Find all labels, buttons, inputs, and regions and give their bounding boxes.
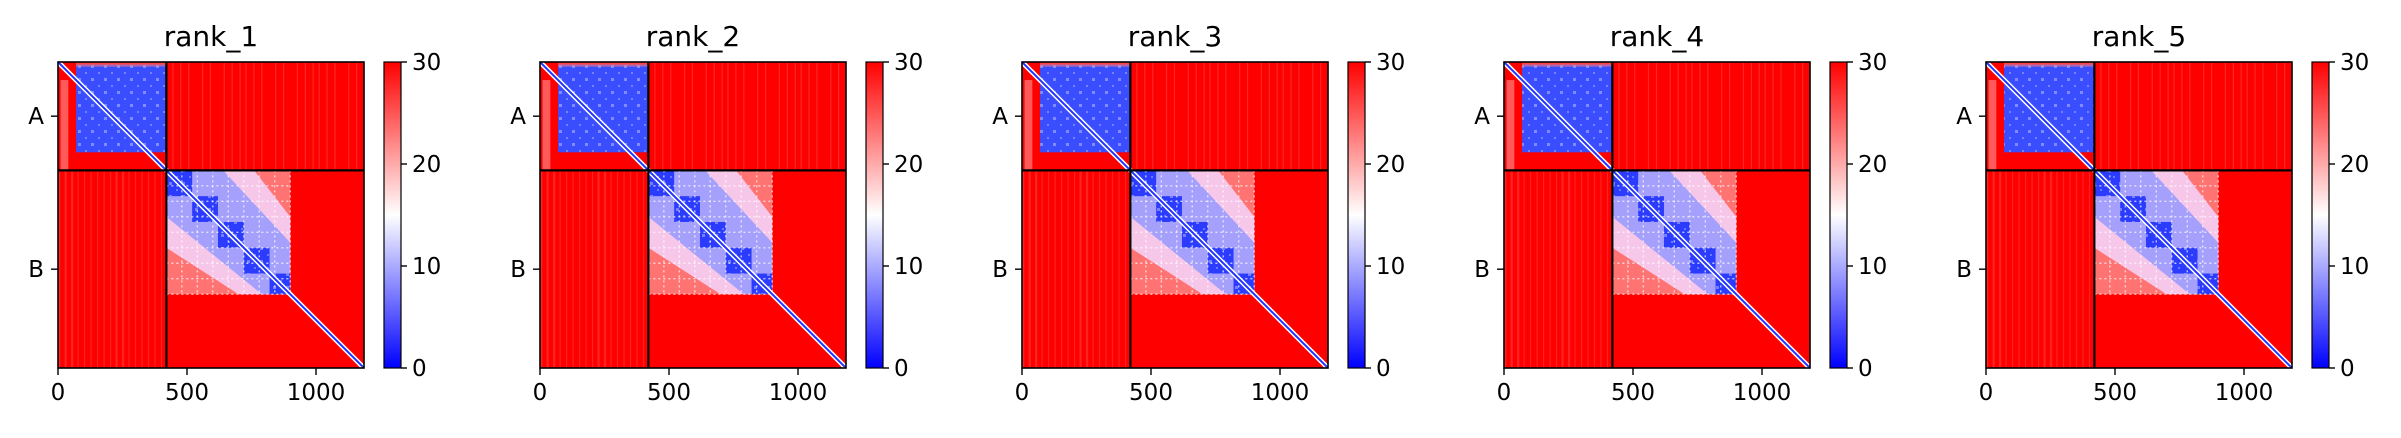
x-tick-label: 1000 xyxy=(287,380,346,406)
y-tick-label: B xyxy=(510,257,526,283)
y-tick-label: B xyxy=(1956,257,1972,283)
colorbar xyxy=(1347,61,1366,369)
x-tick-label: 500 xyxy=(1129,380,1173,406)
panel-title: rank_4 xyxy=(1610,20,1704,53)
x-tick-label: 500 xyxy=(647,380,691,406)
colorbar-tick-label: 0 xyxy=(1376,356,1391,382)
colorbar-tick-label: 30 xyxy=(894,50,923,76)
y-tick-label: A xyxy=(1956,104,1972,130)
colorbar-tick-label: 10 xyxy=(1376,254,1405,280)
panel-title: rank_3 xyxy=(1128,20,1222,53)
colorbar-tick-label: 20 xyxy=(1376,152,1405,178)
heatmap-panel-2: rank_2 0 500 1000 A B 0 10 20 30 xyxy=(510,20,923,406)
y-tick-label: A xyxy=(510,104,526,130)
heatmap-panel-5: rank_5 0 500 1000 A B 0 10 20 30 xyxy=(1956,20,2369,406)
colorbar xyxy=(2311,61,2330,369)
x-tick-label: 1000 xyxy=(1251,380,1310,406)
x-tick-label: 0 xyxy=(1015,380,1030,406)
colorbar-tick-label: 0 xyxy=(2340,356,2355,382)
y-tick-label: A xyxy=(28,104,44,130)
colorbar xyxy=(383,61,402,369)
x-tick-label: 1000 xyxy=(2215,380,2274,406)
x-tick-label: 1000 xyxy=(1733,380,1792,406)
x-tick-label: 0 xyxy=(1497,380,1512,406)
colorbar-tick-label: 30 xyxy=(1858,50,1887,76)
x-tick-label: 0 xyxy=(51,380,66,406)
colorbar-tick-label: 0 xyxy=(412,356,427,382)
colorbar xyxy=(865,61,884,369)
colorbar xyxy=(1829,61,1848,369)
colorbar-tick-label: 30 xyxy=(412,50,441,76)
colorbar-tick-label: 20 xyxy=(894,152,923,178)
colorbar-tick-label: 10 xyxy=(894,254,923,280)
colorbar-tick-label: 10 xyxy=(1858,254,1887,280)
panel-title: rank_2 xyxy=(646,20,740,53)
colorbar-tick-label: 30 xyxy=(1376,50,1405,76)
x-tick-label: 0 xyxy=(1979,380,1994,406)
heatmap-panel-3: rank_3 0 500 1000 A B 0 10 20 30 xyxy=(992,20,1405,406)
x-tick-label: 500 xyxy=(2093,380,2137,406)
heatmap-panel-1: rank_1 0 500 1000 A B 0 10 20 30 xyxy=(28,20,441,406)
y-tick-label: B xyxy=(992,257,1008,283)
colorbar-tick-label: 20 xyxy=(1858,152,1887,178)
colorbar-tick-label: 0 xyxy=(1858,356,1873,382)
x-tick-label: 1000 xyxy=(769,380,828,406)
panel-title: rank_1 xyxy=(164,20,258,53)
x-tick-label: 500 xyxy=(1611,380,1655,406)
y-tick-label: B xyxy=(1474,257,1490,283)
colorbar-tick-label: 20 xyxy=(2340,152,2369,178)
x-tick-label: 500 xyxy=(165,380,209,406)
colorbar-tick-label: 30 xyxy=(2340,50,2369,76)
colorbar-tick-label: 20 xyxy=(412,152,441,178)
colorbar-tick-label: 10 xyxy=(412,254,441,280)
y-tick-label: B xyxy=(28,257,44,283)
colorbar-tick-label: 0 xyxy=(894,356,909,382)
heatmap-panel-4: rank_4 0 500 1000 A B 0 10 20 30 xyxy=(1474,20,1887,406)
y-tick-label: A xyxy=(992,104,1008,130)
colorbar-tick-label: 10 xyxy=(2340,254,2369,280)
panel-title: rank_5 xyxy=(2092,20,2186,53)
y-tick-label: A xyxy=(1474,104,1490,130)
x-tick-label: 0 xyxy=(533,380,548,406)
